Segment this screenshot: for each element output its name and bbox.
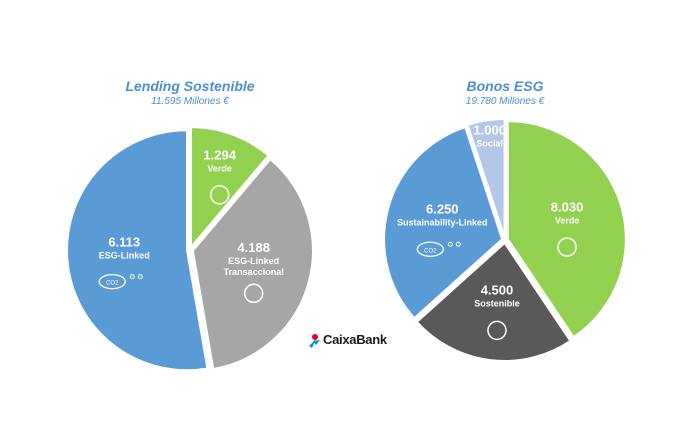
slice-icon (557, 237, 577, 257)
pie-slice (66, 129, 209, 372)
value-label: 1.000 (473, 122, 506, 138)
pie-slice (415, 241, 572, 362)
brand-logo (309, 334, 320, 348)
category-label: Sostenible (474, 298, 520, 309)
pie-slice (506, 120, 627, 339)
value-label: 4.188 (237, 240, 270, 256)
chart-subtitle: 11.595 Millones € (151, 96, 229, 107)
person-icon (447, 241, 453, 247)
icon-text: CO2 (424, 248, 437, 254)
slice-icon (243, 283, 264, 304)
person-icon (129, 274, 135, 280)
cloud-icon (98, 273, 126, 290)
slice-label: 4.500 Sostenible (437, 282, 557, 309)
icon-text: CO2 (106, 281, 119, 287)
value-label: 6.113 (108, 233, 141, 249)
cloud-icon (416, 241, 444, 257)
person-icon (455, 241, 461, 247)
brand-name: CaixaBank (323, 332, 387, 347)
category-label: Verde (554, 215, 580, 226)
value-label: 4.500 (480, 282, 514, 298)
slice-label: 8.030 Verde (507, 199, 627, 226)
slice-label: 1.294 Verde (160, 147, 280, 174)
slice-label: 4.188 ESG-Linked Transaccional (194, 241, 314, 277)
slice-icon (487, 320, 507, 341)
value-label: 8.030 (550, 199, 584, 215)
pie-slice (190, 126, 270, 250)
category-label: Verde (207, 163, 232, 174)
chart-title: Bonos ESG (466, 78, 544, 94)
slice-icon (209, 185, 230, 205)
value-label: 6.250 (426, 201, 459, 217)
slice-label: 6.250 Sustainability-Linked (382, 201, 502, 228)
slice-label: 1.000 Social (470, 122, 510, 149)
category-label: Social (476, 138, 503, 149)
slice-label: 6.113 ESG-Linked (64, 233, 184, 260)
category-label: ESG-Linked Transaccional (223, 256, 284, 277)
pie-slice (466, 118, 506, 238)
chart-subtitle: 19.780 Millones € (465, 96, 545, 107)
chart-title: Lending Sostenible (125, 78, 255, 94)
person-icon (137, 274, 143, 280)
pie-slice (191, 157, 314, 371)
value-label: 1.294 (203, 147, 236, 163)
category-label: ESG-Linked (98, 249, 150, 260)
pie-slice (383, 125, 504, 320)
category-label: Sustainability-Linked (397, 217, 488, 228)
